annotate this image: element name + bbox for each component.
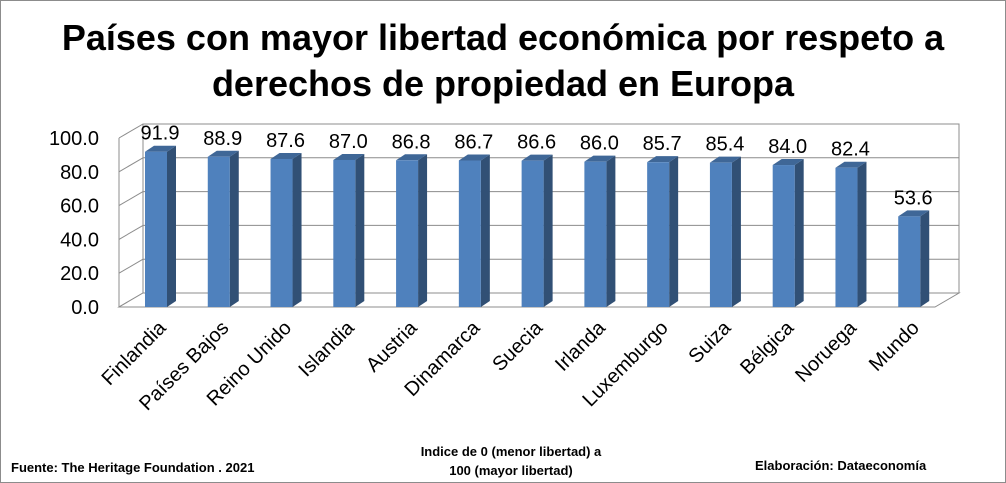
y-tick-label: 100.0 xyxy=(49,128,99,150)
bar xyxy=(207,156,230,307)
gridline-side xyxy=(118,157,144,173)
bar-side xyxy=(731,156,741,307)
bar-top xyxy=(333,153,365,160)
chart-title: Países con mayor libertad económica por … xyxy=(1,15,1005,107)
bar-top xyxy=(207,150,239,157)
bar xyxy=(584,161,607,307)
bar-value-label: 84.0 xyxy=(768,136,807,158)
bar-side xyxy=(355,153,365,307)
bar-top xyxy=(145,145,176,152)
bar-value-label: 86.0 xyxy=(580,133,619,155)
bar-value-label: 82.4 xyxy=(831,139,870,161)
bar-top xyxy=(521,154,553,161)
bar xyxy=(647,162,670,307)
bar-side xyxy=(229,150,239,307)
x-tick-label: Bélgica xyxy=(736,316,799,379)
y-tick-label: 60.0 xyxy=(60,196,99,218)
bar-side xyxy=(167,145,176,307)
bar-value-label: 86.6 xyxy=(517,132,556,154)
x-tick-label: Noruega xyxy=(791,316,861,386)
bar-value-label: 86.8 xyxy=(392,131,431,153)
bar-value-label: 86.7 xyxy=(454,131,493,153)
bar-side xyxy=(857,161,867,307)
bar-side xyxy=(292,152,302,307)
y-tick-label: 80.0 xyxy=(60,162,99,184)
bar xyxy=(772,165,795,307)
y-tick-label: 0.0 xyxy=(71,297,99,319)
credit-note: Elaboración: Dataeconomía xyxy=(755,458,927,473)
bar-top xyxy=(709,156,741,163)
bar xyxy=(521,160,544,307)
gridline-side xyxy=(118,123,144,139)
chart-title-line-1: Países con mayor libertad económica por … xyxy=(61,17,945,58)
scale-note-line-1: Indice de 0 (menor libertad) a xyxy=(420,444,602,459)
bar-top xyxy=(396,154,428,161)
bar-top xyxy=(647,156,679,163)
bar-top xyxy=(835,161,867,168)
bar-value-label: 87.0 xyxy=(329,131,368,153)
x-tick-label: Austria xyxy=(362,316,422,376)
source-note: Fuente: The Heritage Foundation . 2021 xyxy=(11,460,255,475)
bar-side xyxy=(418,154,428,307)
bar-top xyxy=(584,155,616,162)
x-tick-label: Islandia xyxy=(295,316,360,381)
bar xyxy=(709,162,732,307)
gridline-side xyxy=(118,258,144,274)
bar xyxy=(145,151,167,307)
bar xyxy=(333,159,356,307)
chart-title-line-2: derechos de propiedad en Europa xyxy=(211,63,795,104)
bar-side xyxy=(606,155,616,307)
bar-value-label: 85.7 xyxy=(643,133,682,155)
bar-side xyxy=(920,210,930,307)
x-tick-label: Mundo xyxy=(865,317,924,376)
gridline-side xyxy=(118,224,144,240)
bar-side xyxy=(543,154,553,307)
y-tick-label: 20.0 xyxy=(60,263,99,285)
scale-note-line-2: 100 (mayor libertad) xyxy=(449,463,573,478)
y-tick-label: 40.0 xyxy=(60,229,99,251)
bar-top xyxy=(772,159,804,166)
bar xyxy=(396,160,419,307)
bar-side xyxy=(480,154,490,307)
x-tick-label: Suiza xyxy=(685,316,737,368)
bar-top xyxy=(270,152,302,159)
x-tick-label: Irlanda xyxy=(551,316,610,375)
bar-value-label: 88.9 xyxy=(203,128,242,150)
bar-value-label: 91.9 xyxy=(141,123,180,145)
bar-value-label: 85.4 xyxy=(705,134,744,156)
bar-top xyxy=(458,154,490,161)
bar-value-label: 87.6 xyxy=(266,130,305,152)
gridline-side xyxy=(118,191,144,207)
bar-side xyxy=(669,156,679,307)
scale-note: Indice de 0 (menor libertad) a 100 (mayo… xyxy=(381,442,641,480)
bar-value-label: 53.6 xyxy=(894,187,933,209)
bar-side xyxy=(794,159,804,307)
bar-top xyxy=(898,210,930,217)
x-tick-label: Suecia xyxy=(488,316,547,375)
bar xyxy=(835,167,858,307)
bar xyxy=(270,158,293,307)
bar xyxy=(898,216,921,307)
bar xyxy=(458,160,481,307)
